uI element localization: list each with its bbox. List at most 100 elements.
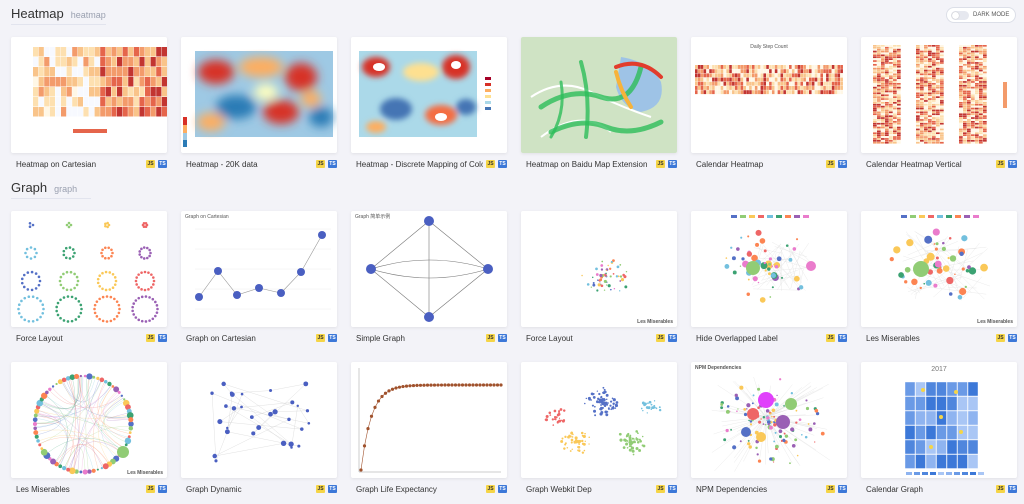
example-card-graph-life-expectancy[interactable]: Graph Life Expectancy JS TS: [351, 362, 507, 498]
thumbnail[interactable]: [351, 37, 507, 153]
thumbnail[interactable]: Les Miserables: [11, 362, 167, 478]
card-title[interactable]: Simple Graph: [356, 333, 405, 343]
example-card-calendar-heatmap-vertical[interactable]: Calendar Heatmap Vertical JS TS: [861, 37, 1017, 173]
ts-badge[interactable]: TS: [328, 160, 337, 168]
ts-badge[interactable]: TS: [158, 160, 167, 168]
thumbnail[interactable]: [181, 362, 337, 478]
thumbnail[interactable]: [521, 362, 677, 478]
example-card-force-layout[interactable]: Force Layout JS TS: [11, 211, 167, 347]
thumbnail[interactable]: [351, 362, 507, 478]
thumbnail[interactable]: Graph 简单示例: [351, 211, 507, 327]
card-title[interactable]: Force Layout: [526, 333, 573, 343]
example-card-simple-graph[interactable]: Graph 简单示例 Simple Graph JS TS: [351, 211, 507, 347]
js-badge[interactable]: JS: [486, 485, 495, 493]
js-badge[interactable]: JS: [826, 160, 835, 168]
card-title[interactable]: NPM Dependencies: [696, 484, 768, 494]
js-badge[interactable]: JS: [826, 334, 835, 342]
example-card-graph-dynamic[interactable]: Graph Dynamic JS TS: [181, 362, 337, 498]
life-expectancy-preview: [358, 368, 503, 473]
js-badge[interactable]: JS: [656, 160, 665, 168]
example-card-force-layout-2[interactable]: Les Miserables Force Layout JS TS: [521, 211, 677, 347]
ts-badge[interactable]: TS: [1008, 485, 1017, 493]
example-card-heatmap-baidu[interactable]: Heatmap on Baidu Map Extension JS TS: [521, 37, 677, 173]
thumbnail[interactable]: [521, 37, 677, 153]
thumbnail[interactable]: NPM Dependencies: [691, 362, 847, 478]
example-card-graph-cartesian[interactable]: Graph on Cartesian Graph on Cartesian JS…: [181, 211, 337, 347]
js-badge[interactable]: JS: [146, 334, 155, 342]
card-title[interactable]: Graph Life Expectancy: [356, 484, 437, 494]
ts-badge[interactable]: TS: [1008, 160, 1017, 168]
toggle-switch-icon[interactable]: [951, 10, 969, 20]
example-card-graph-webkit-dep[interactable]: Graph Webkit Dep JS TS: [521, 362, 677, 498]
calendar-heatmap-vertical-preview: [873, 45, 1007, 144]
card-title[interactable]: Force Layout: [16, 333, 63, 343]
card-title[interactable]: Graph Dynamic: [186, 484, 242, 494]
js-badge[interactable]: JS: [146, 160, 155, 168]
card-title[interactable]: Heatmap - 20K data: [186, 159, 258, 169]
card-title[interactable]: Heatmap on Cartesian: [16, 159, 97, 169]
ts-badge[interactable]: TS: [498, 334, 507, 342]
js-badge[interactable]: JS: [486, 334, 495, 342]
card-title[interactable]: Graph Webkit Dep: [526, 484, 592, 494]
thumbnail[interactable]: [181, 37, 337, 153]
ts-badge[interactable]: TS: [668, 485, 677, 493]
card-title[interactable]: Heatmap on Baidu Map Extension: [526, 159, 648, 169]
js-badge[interactable]: JS: [316, 160, 325, 168]
js-badge[interactable]: JS: [996, 334, 1005, 342]
thumbnail[interactable]: [11, 211, 167, 327]
js-badge[interactable]: JS: [656, 334, 665, 342]
section-subtitle: graph: [54, 184, 78, 194]
baidu-map-preview: [521, 37, 677, 153]
example-card-npm-dependencies[interactable]: NPM Dependencies NPM Dependencies JS TS: [691, 362, 847, 498]
js-badge[interactable]: JS: [826, 485, 835, 493]
example-card-heatmap-cartesian[interactable]: Heatmap on Cartesian JS TS: [11, 37, 167, 173]
card-title[interactable]: Calendar Graph: [866, 484, 923, 494]
ts-badge[interactable]: TS: [498, 160, 507, 168]
graph-dynamic-preview: [210, 381, 311, 463]
example-card-heatmap-20k[interactable]: Heatmap - 20K data JS TS: [181, 37, 337, 173]
js-badge[interactable]: JS: [316, 485, 325, 493]
example-card-calendar-heatmap[interactable]: Daily Step Count Calendar Heatmap JS TS: [691, 37, 847, 173]
ts-badge[interactable]: TS: [158, 485, 167, 493]
card-title[interactable]: Les Miserables: [866, 333, 920, 343]
card-title[interactable]: Calendar Heatmap: [696, 159, 764, 169]
ts-badge[interactable]: TS: [328, 485, 337, 493]
card-title[interactable]: Heatmap - Discrete Mapping of Color: [356, 159, 483, 169]
card-title[interactable]: Graph on Cartesian: [186, 333, 256, 343]
js-badge[interactable]: JS: [996, 485, 1005, 493]
js-badge[interactable]: JS: [146, 485, 155, 493]
card-title[interactable]: Hide Overlapped Label: [696, 333, 778, 343]
ts-badge[interactable]: TS: [498, 485, 507, 493]
card-title[interactable]: Calendar Heatmap Vertical: [866, 159, 962, 169]
thumbnail[interactable]: [861, 37, 1017, 153]
example-card-heatmap-discrete[interactable]: Heatmap - Discrete Mapping of Color JS T…: [351, 37, 507, 173]
thumbnail[interactable]: Les Miserables: [861, 211, 1017, 327]
ts-badge[interactable]: TS: [328, 334, 337, 342]
ts-badge[interactable]: TS: [158, 334, 167, 342]
thumbnail[interactable]: [11, 37, 167, 153]
thumbnail[interactable]: Les Miserables: [521, 211, 677, 327]
ts-badge[interactable]: TS: [1008, 334, 1017, 342]
dark-mode-toggle[interactable]: DARK MODE: [946, 7, 1016, 23]
thumbnail[interactable]: Daily Step Count: [691, 37, 847, 153]
calendar-graph-preview: 2017: [904, 366, 984, 475]
js-badge[interactable]: JS: [656, 485, 665, 493]
thumbnail[interactable]: Graph on Cartesian: [181, 211, 337, 327]
example-card-les-miserables[interactable]: Les Miserables Les Miserables JS TS: [861, 211, 1017, 347]
les-mis-label: Les Miserables: [637, 319, 673, 325]
thumbnail[interactable]: [691, 211, 847, 327]
ts-badge[interactable]: TS: [838, 160, 847, 168]
ts-badge[interactable]: TS: [668, 160, 677, 168]
example-card-les-miserables-circular[interactable]: Les Miserables Les Miserables JS TS: [11, 362, 167, 498]
ts-badge[interactable]: TS: [668, 334, 677, 342]
example-card-hide-overlapped-label[interactable]: Hide Overlapped Label JS TS: [691, 211, 847, 347]
example-card-calendar-graph[interactable]: 2017 Calendar Graph JS TS: [861, 362, 1017, 498]
thumbnail[interactable]: 2017: [861, 362, 1017, 478]
ts-badge[interactable]: TS: [838, 334, 847, 342]
card-title[interactable]: Les Miserables: [16, 484, 70, 494]
js-badge[interactable]: JS: [316, 334, 325, 342]
section-title: Graph: [11, 180, 48, 195]
js-badge[interactable]: JS: [486, 160, 495, 168]
ts-badge[interactable]: TS: [838, 485, 847, 493]
js-badge[interactable]: JS: [996, 160, 1005, 168]
